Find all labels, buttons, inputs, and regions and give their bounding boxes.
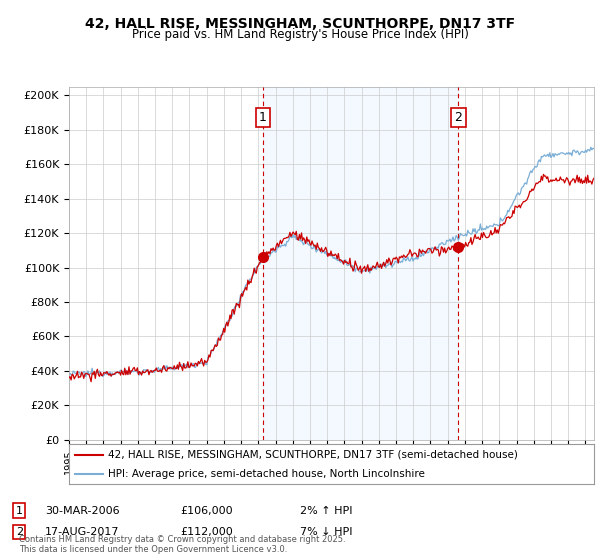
Text: 2: 2 bbox=[455, 111, 463, 124]
Text: £112,000: £112,000 bbox=[180, 527, 233, 537]
Text: 2: 2 bbox=[16, 527, 23, 537]
Text: 42, HALL RISE, MESSINGHAM, SCUNTHORPE, DN17 3TF: 42, HALL RISE, MESSINGHAM, SCUNTHORPE, D… bbox=[85, 17, 515, 31]
Text: 1: 1 bbox=[259, 111, 266, 124]
Text: 30-MAR-2006: 30-MAR-2006 bbox=[45, 506, 119, 516]
Text: 17-AUG-2017: 17-AUG-2017 bbox=[45, 527, 119, 537]
Text: Price paid vs. HM Land Registry's House Price Index (HPI): Price paid vs. HM Land Registry's House … bbox=[131, 28, 469, 41]
Bar bbox=[263, 87, 458, 440]
Text: £106,000: £106,000 bbox=[180, 506, 233, 516]
Text: HPI: Average price, semi-detached house, North Lincolnshire: HPI: Average price, semi-detached house,… bbox=[109, 469, 425, 478]
Text: 42, HALL RISE, MESSINGHAM, SCUNTHORPE, DN17 3TF (semi-detached house): 42, HALL RISE, MESSINGHAM, SCUNTHORPE, D… bbox=[109, 450, 518, 460]
Text: Contains HM Land Registry data © Crown copyright and database right 2025.
This d: Contains HM Land Registry data © Crown c… bbox=[19, 535, 346, 554]
Text: 1: 1 bbox=[16, 506, 23, 516]
Text: 7% ↓ HPI: 7% ↓ HPI bbox=[300, 527, 353, 537]
Text: 2% ↑ HPI: 2% ↑ HPI bbox=[300, 506, 353, 516]
